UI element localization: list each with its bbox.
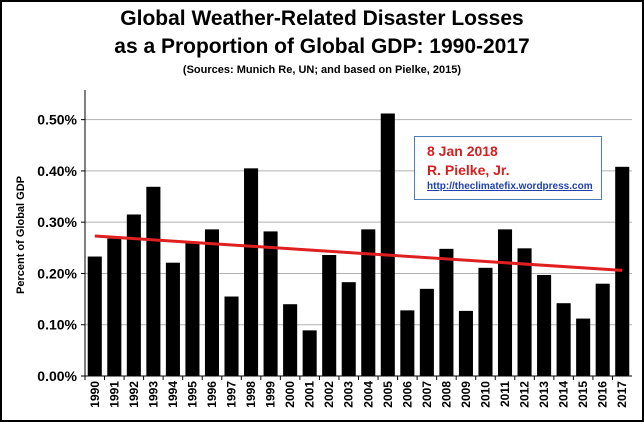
x-tick-label: 2008 — [439, 381, 453, 408]
annotation-box: 8 Jan 2018 R. Pielke, Jr. http://theclim… — [414, 136, 602, 200]
x-tick-label: 2001 — [303, 381, 317, 408]
y-tick-label: 0.10% — [37, 317, 77, 333]
bar — [517, 248, 532, 376]
y-axis-label: Percent of Global GDP — [15, 176, 27, 294]
bar — [458, 310, 473, 376]
x-tick-label: 1998 — [244, 381, 258, 408]
x-tick-label: 2009 — [459, 381, 473, 408]
bar — [224, 296, 239, 376]
bar — [126, 214, 141, 376]
x-tick-label: 2010 — [478, 381, 492, 408]
chart-title-line2: as a Proportion of Global GDP: 1990-2017 — [114, 35, 530, 58]
x-tick-label: 2017 — [615, 381, 629, 408]
trend-line — [94, 234, 623, 272]
bar — [576, 318, 591, 376]
bar — [478, 267, 493, 376]
x-tick-label: 1995 — [185, 381, 199, 408]
x-tick-label: 2011 — [498, 381, 512, 407]
bar — [185, 243, 200, 376]
x-tick-label: 1993 — [146, 381, 160, 408]
bar — [497, 229, 513, 376]
bar — [322, 254, 337, 376]
x-tick-label: 2003 — [342, 381, 356, 408]
bar — [595, 283, 610, 376]
x-tick-label: 1990 — [88, 381, 102, 408]
x-tick-label: 2013 — [537, 381, 551, 408]
bar — [165, 262, 180, 376]
x-tick-label: 2005 — [381, 381, 395, 408]
x-tick-label: 2000 — [283, 381, 297, 408]
x-tick-label: 2007 — [420, 381, 434, 408]
bar — [419, 288, 434, 376]
annotation-url-link[interactable]: http://theclimatefix.wordpress.com — [427, 181, 593, 192]
bar — [400, 310, 415, 376]
x-tick-label: 2015 — [576, 381, 590, 408]
bar — [361, 229, 376, 376]
y-tick-label: 0.40% — [37, 163, 77, 179]
x-tick-label: 1997 — [225, 381, 239, 408]
chart-title-line1: Global Weather-Related Disaster Losses — [120, 7, 524, 30]
bar — [615, 166, 630, 376]
bar — [107, 238, 122, 376]
x-tick-label: 2002 — [322, 381, 336, 408]
x-tick-label: 2006 — [400, 381, 414, 408]
y-tick-label: 0.50% — [37, 112, 77, 128]
bar — [439, 248, 454, 376]
x-tick-label: 1991 — [107, 381, 121, 408]
bar — [302, 330, 317, 376]
annotation-author: R. Pielke, Jr. — [427, 162, 510, 178]
y-tick-label: 0.00% — [37, 368, 77, 384]
bar — [146, 186, 161, 376]
x-tick-label: 2004 — [361, 381, 375, 408]
bar — [537, 274, 552, 376]
x-tick-label: 1992 — [127, 381, 141, 408]
y-tick-label: 0.30% — [37, 214, 77, 230]
x-tick-label: 2012 — [518, 381, 532, 408]
bar — [204, 229, 220, 376]
bar — [341, 282, 356, 376]
x-tick-label: 1996 — [205, 381, 219, 408]
annotation-date: 8 Jan 2018 — [427, 143, 498, 159]
bar — [244, 168, 259, 376]
bar — [87, 256, 102, 376]
bar — [283, 304, 298, 376]
x-tick-label: 2016 — [596, 381, 610, 408]
chart-sources: (Sources: Munich Re, UN; and based on Pi… — [182, 64, 462, 76]
bar — [556, 303, 571, 376]
y-tick-label: 0.20% — [37, 265, 77, 281]
bar — [263, 231, 278, 376]
x-tick-label: 2014 — [557, 381, 571, 408]
bar — [380, 113, 395, 376]
x-tick-label: 1999 — [264, 381, 278, 408]
x-tick-label: 1994 — [166, 381, 180, 408]
